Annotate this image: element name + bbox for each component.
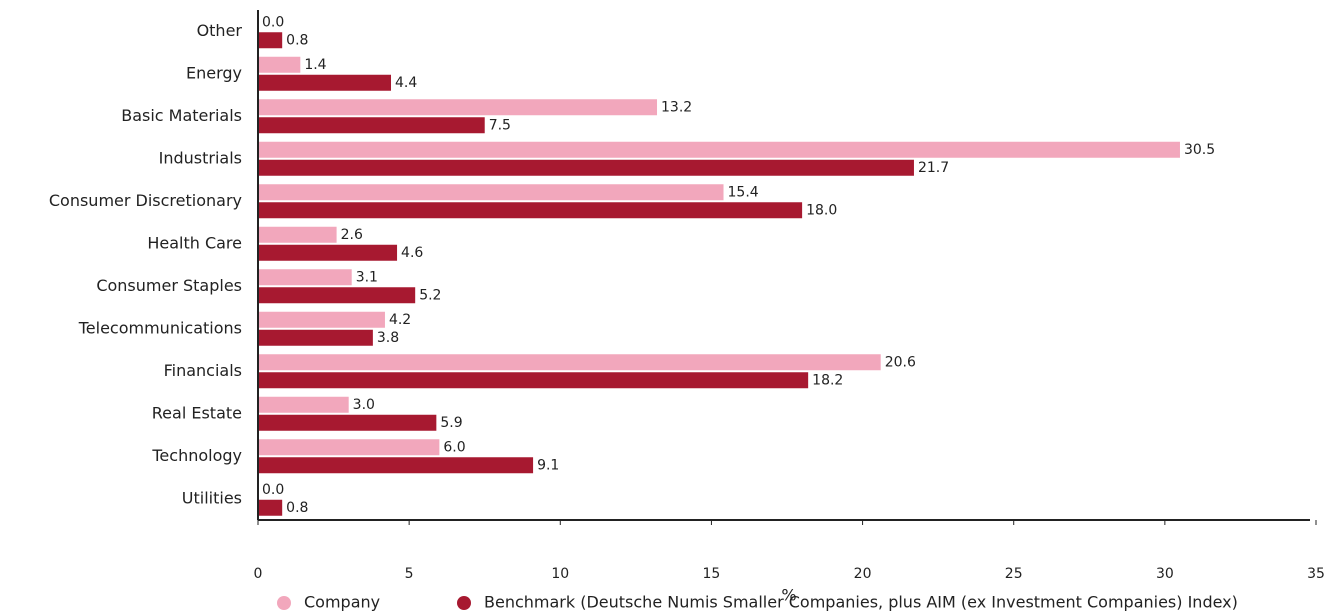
value-label: 0.8: [286, 500, 308, 516]
y-tick-label: Financials: [164, 361, 242, 380]
value-label: 0.0: [262, 482, 284, 498]
y-tick-label: Consumer Discretionary: [49, 191, 242, 210]
value-label: 4.4: [395, 75, 417, 91]
value-label: 13.2: [661, 99, 692, 115]
value-label: 1.4: [304, 57, 326, 73]
bar: [258, 184, 724, 201]
bar: [258, 457, 534, 474]
x-tick-label: 20: [854, 566, 872, 582]
y-tick-label: Telecommunications: [78, 318, 242, 337]
x-tick-label: 35: [1307, 566, 1325, 582]
value-label: 21.7: [918, 160, 949, 176]
bar: [258, 99, 658, 116]
x-tick-label: 5: [405, 566, 414, 582]
bar: [258, 202, 803, 219]
bar: [258, 414, 437, 431]
legend-label: Company: [304, 593, 380, 612]
bar: [258, 439, 440, 456]
value-label: 15.4: [728, 184, 759, 200]
value-label: 3.0: [353, 397, 375, 413]
legend-marker: [277, 596, 291, 610]
y-tick-label: Other: [197, 21, 243, 40]
value-label: 7.5: [489, 117, 511, 133]
bar: [258, 329, 373, 346]
bar: [258, 56, 301, 73]
bar: [258, 269, 352, 286]
y-tick-label: Utilities: [182, 488, 242, 507]
x-tick-label: 15: [703, 566, 721, 582]
legend-label: Benchmark (Deutsche Numis Smaller Compan…: [484, 593, 1238, 612]
x-tick-label: 0: [254, 566, 263, 582]
bar: [258, 74, 392, 91]
bar: [258, 396, 349, 413]
bar: [258, 372, 809, 389]
bar: [258, 117, 485, 134]
value-label: 30.5: [1184, 142, 1215, 158]
x-tick-label: 30: [1156, 566, 1174, 582]
bar: [258, 287, 416, 304]
bar: [258, 32, 283, 49]
x-axis-label: %: [781, 586, 796, 605]
y-tick-label: Basic Materials: [121, 106, 242, 125]
x-tick-label: 10: [551, 566, 569, 582]
y-tick-label: Technology: [151, 446, 242, 465]
x-tick-label: 25: [1005, 566, 1023, 582]
bar: [258, 226, 337, 243]
y-tick-label: Health Care: [147, 233, 242, 252]
value-label: 5.2: [419, 287, 441, 303]
y-tick-label: Consumer Staples: [96, 276, 242, 295]
y-tick-label: Energy: [186, 63, 242, 82]
bar: [258, 499, 283, 516]
bar: [258, 159, 914, 176]
value-label: 0.0: [262, 14, 284, 30]
value-label: 18.0: [806, 202, 837, 218]
value-label: 20.6: [885, 354, 916, 370]
value-label: 6.0: [443, 439, 465, 455]
bar: [258, 244, 398, 261]
bar: [258, 141, 1180, 158]
y-tick-label: Industrials: [159, 148, 242, 167]
value-label: 5.9: [440, 415, 462, 431]
bar: [258, 354, 881, 371]
value-label: 2.6: [341, 227, 363, 243]
value-label: 4.6: [401, 245, 423, 261]
value-label: 0.8: [286, 32, 308, 48]
y-tick-label: Real Estate: [152, 403, 242, 422]
value-label: 4.2: [389, 312, 411, 328]
value-label: 18.2: [812, 372, 843, 388]
value-label: 3.1: [356, 269, 378, 285]
value-label: 9.1: [537, 457, 559, 473]
value-label: 3.8: [377, 330, 399, 346]
bar: [258, 311, 385, 328]
legend-marker: [457, 596, 471, 610]
